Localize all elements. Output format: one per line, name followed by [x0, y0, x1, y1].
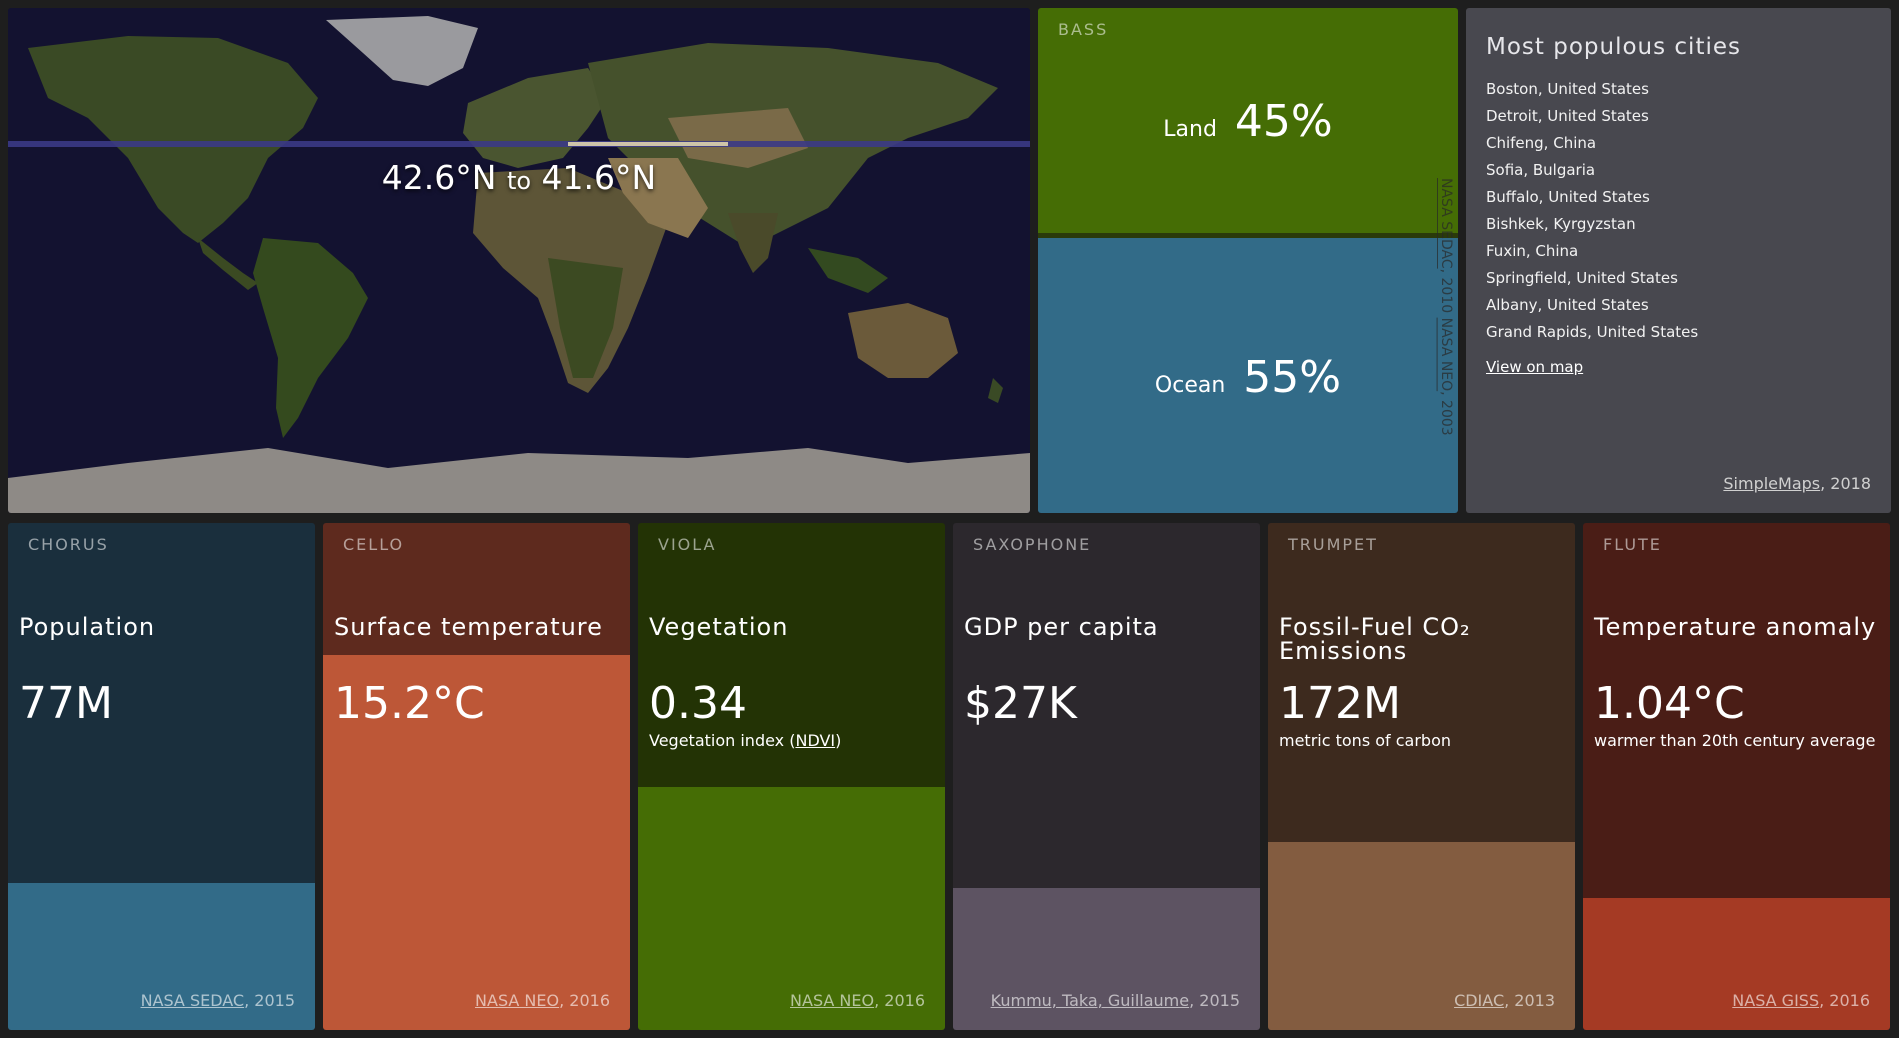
card-value: 1.04°C: [1594, 678, 1745, 729]
card-subtext: metric tons of carbon: [1279, 731, 1452, 750]
card-credit-year: , 2016: [874, 991, 925, 1010]
card-subtext-pre: Vegetation index (: [649, 731, 796, 750]
card-kicker: TRUMPET: [1288, 535, 1378, 554]
card-flute: FLUTE Temperature anomaly 1.04°C warmer …: [1583, 523, 1890, 1030]
city-item: Detroit, United States: [1486, 107, 1649, 125]
card-credit-year: , 2016: [559, 991, 610, 1010]
city-item: Springfield, United States: [1486, 269, 1678, 287]
land-ocean-divider: [1038, 233, 1458, 238]
card-metric: Surface temperature: [334, 613, 603, 641]
card-top-fill: [953, 523, 1260, 888]
card-kicker: FLUTE: [1603, 535, 1662, 554]
city-item: Buffalo, United States: [1486, 188, 1650, 206]
card-credit-link[interactable]: Kummu, Taka, Guillaume: [990, 991, 1190, 1010]
city-item: Chifeng, China: [1486, 134, 1597, 152]
bass-credit-link-1[interactable]: NASA SEDAC: [1438, 178, 1454, 269]
card-credit: NASA NEO, 2016: [475, 991, 610, 1010]
card-value: $27K: [964, 678, 1077, 729]
card-credit-year: , 2016: [1819, 991, 1870, 1010]
bass-credit: NASA SEDAC, 2010 NASA NEO, 2003: [1438, 178, 1454, 436]
cities-credit-year: , 2018: [1820, 474, 1871, 493]
cities-panel: Most populous cities Boston, United Stat…: [1466, 8, 1891, 513]
cities-title: Most populous cities: [1486, 34, 1741, 60]
card-credit: Kummu, Taka, Guillaume, 2015: [991, 991, 1240, 1010]
land-section: [1038, 8, 1458, 233]
card-saxophone: SAXOPHONE GDP per capita $27K Kummu, Tak…: [953, 523, 1260, 1030]
bass-panel: BASS Land 45% Ocean 55% NASA SEDAC, 2010…: [1038, 8, 1458, 513]
card-top-fill: [1583, 523, 1890, 898]
card-bottom-fill: [1268, 842, 1575, 1030]
city-item: Boston, United States: [1486, 80, 1649, 98]
cities-credit: SimpleMaps, 2018: [1723, 474, 1871, 493]
card-trumpet: TRUMPET Fossil-Fuel CO₂ Emissions 172M m…: [1268, 523, 1575, 1030]
card-subtext: warmer than 20th century average: [1594, 731, 1876, 750]
card-credit: NASA GISS, 2016: [1732, 991, 1870, 1010]
ocean-label: Ocean: [1154, 373, 1226, 398]
card-chorus: CHORUS Population 77M NASA SEDAC, 2015: [8, 523, 315, 1030]
card-credit-link[interactable]: NASA NEO: [475, 991, 560, 1010]
card-credit-year: , 2015: [244, 991, 295, 1010]
world-map-graphic: [8, 8, 1030, 513]
land-value: 45%: [1234, 96, 1333, 147]
card-subtext-post: ): [835, 731, 842, 750]
city-item: Sofia, Bulgaria: [1486, 161, 1596, 179]
band-to-word: to: [506, 167, 532, 195]
card-kicker: CHORUS: [28, 535, 109, 554]
ocean-row: Ocean 55%: [1038, 352, 1458, 403]
card-kicker: SAXOPHONE: [973, 535, 1092, 554]
card-bottom-fill: [1583, 898, 1890, 1030]
card-value: 77M: [19, 678, 113, 729]
city-item: Albany, United States: [1486, 296, 1649, 314]
latitude-band-label: 42.6°N to 41.6°N: [8, 158, 1030, 197]
card-bottom-fill: [323, 655, 630, 1030]
city-item: Fuxin, China: [1486, 242, 1579, 260]
card-credit-link[interactable]: NASA GISS: [1732, 991, 1820, 1010]
band-to: 41.6°N: [541, 158, 657, 197]
land-row: Land 45%: [1038, 96, 1458, 147]
card-kicker: CELLO: [343, 535, 405, 554]
card-subtext: Vegetation index (NDVI): [649, 731, 939, 750]
card-credit: NASA SEDAC, 2015: [141, 991, 295, 1010]
card-metric: Vegetation: [649, 613, 789, 641]
card-value: 172M: [1279, 678, 1401, 729]
view-on-map-link[interactable]: View on map: [1486, 358, 1584, 376]
city-item: Grand Rapids, United States: [1486, 323, 1699, 341]
world-map[interactable]: 42.6°N to 41.6°N: [8, 8, 1030, 513]
card-value: 0.34: [649, 678, 747, 729]
card-top-fill: [638, 523, 945, 787]
card-top-fill: [8, 523, 315, 883]
card-bottom-fill: [8, 883, 315, 1030]
card-bottom-fill: [638, 787, 945, 1030]
city-item: Bishkek, Kyrgyzstan: [1486, 215, 1636, 233]
card-credit-link[interactable]: NASA NEO: [790, 991, 875, 1010]
card-metric: Fossil-Fuel CO₂ Emissions: [1279, 613, 1471, 665]
ocean-section: [1038, 238, 1458, 513]
card-credit: NASA NEO, 2016: [790, 991, 925, 1010]
ocean-value: 55%: [1243, 352, 1342, 403]
card-credit-link[interactable]: CDIAC: [1454, 991, 1505, 1010]
card-metric: Temperature anomaly: [1594, 613, 1877, 641]
bass-kicker: BASS: [1058, 20, 1109, 39]
ndvi-link[interactable]: NDVI: [795, 731, 836, 750]
card-credit-year: , 2015: [1189, 991, 1240, 1010]
cities-list: Boston, United States Detroit, United St…: [1486, 76, 1871, 346]
land-label: Land: [1163, 117, 1217, 142]
card-viola: VIOLA Vegetation 0.34 Vegetation index (…: [638, 523, 945, 1030]
bass-credit-link-2[interactable]: NASA NEO: [1438, 317, 1454, 392]
bass-credit-year-2: , 2003: [1438, 391, 1454, 436]
card-credit-link[interactable]: NASA SEDAC: [140, 991, 245, 1010]
bass-credit-year-1: , 2010: [1438, 268, 1454, 314]
card-kicker: VIOLA: [658, 535, 717, 554]
band-from: 42.6°N: [381, 158, 497, 197]
card-top-fill: [1268, 523, 1575, 842]
card-cello: CELLO Surface temperature 15.2°C NASA NE…: [323, 523, 630, 1030]
card-top-fill: [323, 523, 630, 655]
card-metric: GDP per capita: [964, 613, 1159, 641]
cities-credit-link[interactable]: SimpleMaps: [1723, 474, 1821, 493]
card-credit: CDIAC, 2013: [1454, 991, 1555, 1010]
card-value: 15.2°C: [334, 678, 485, 729]
card-bottom-fill: [953, 888, 1260, 1030]
card-credit-year: , 2013: [1504, 991, 1555, 1010]
card-metric: Population: [19, 613, 156, 641]
